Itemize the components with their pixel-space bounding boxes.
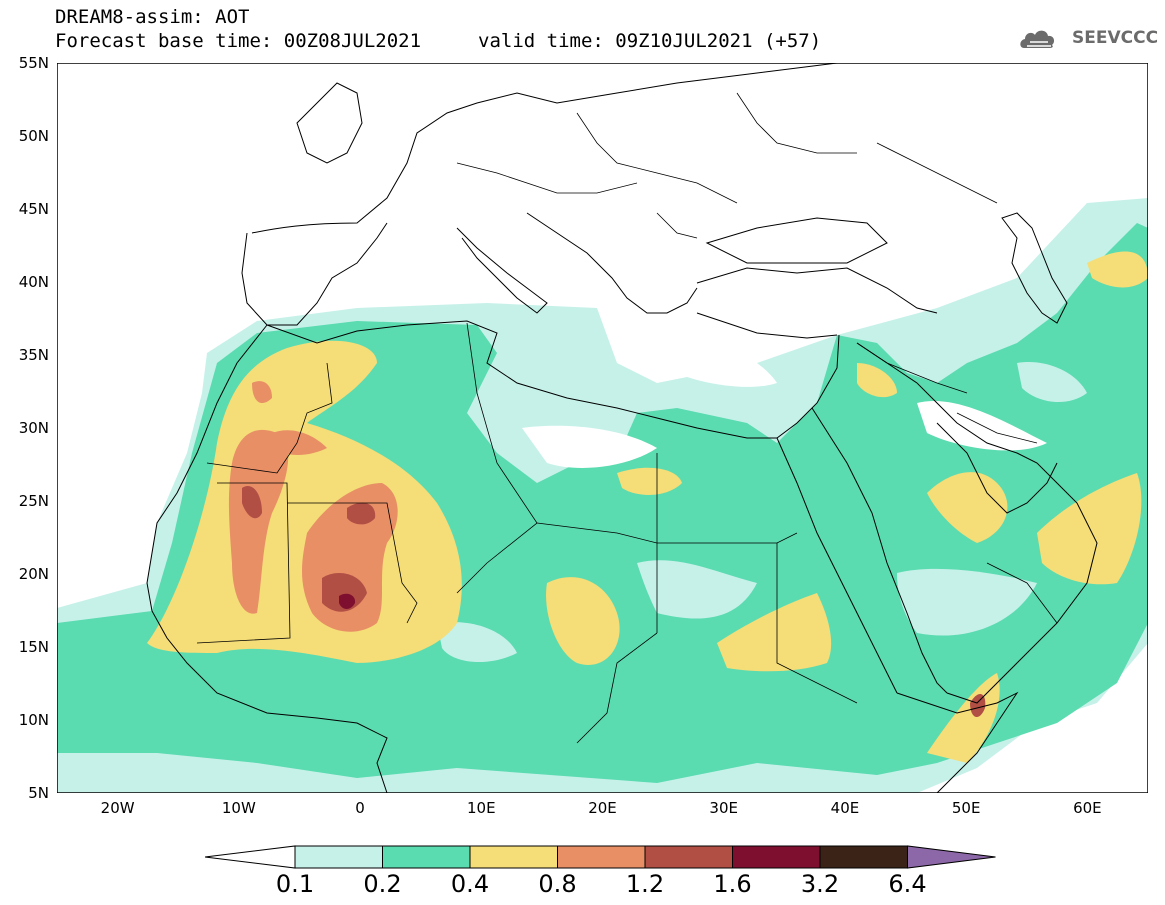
lon-label: 0 (355, 799, 365, 817)
lat-label: 20N (18, 565, 49, 583)
colorbar-cell (294, 845, 383, 869)
coastlines (146, 63, 1098, 793)
lat-label: 5N (28, 784, 49, 802)
colorbar-cell (644, 845, 733, 869)
lon-label: 10W (221, 799, 256, 817)
aot-map (57, 63, 1148, 793)
aot-band-0-4 (147, 251, 1148, 763)
colorbar-level-label: 3.2 (800, 870, 840, 898)
colorbar-cell (382, 845, 471, 869)
colorbar-level-label: 0.4 (450, 870, 490, 898)
lat-label: 35N (18, 346, 49, 364)
lat-label: 30N (18, 419, 49, 437)
lon-label: 30E (709, 799, 739, 817)
lat-label: 50N (18, 127, 49, 145)
colorbar-level-label: 0.2 (363, 870, 402, 898)
colorbar-level-label: 1.2 (625, 870, 665, 898)
borders (196, 92, 1058, 744)
colorbar-level-label: 1.6 (713, 870, 752, 898)
lon-label: 50E (951, 799, 981, 817)
colorbar-cell (907, 845, 996, 869)
colorbar-cell (557, 845, 646, 869)
lon-label: 20W (100, 799, 135, 817)
lat-label: 55N (18, 54, 49, 72)
lon-label: 10E (466, 799, 496, 817)
colorbar-cell (819, 845, 908, 869)
lon-label: 20E (588, 799, 617, 817)
lon-label: 60E (1073, 799, 1102, 817)
cloud-icon (1020, 30, 1055, 48)
lon-label: 40E (830, 799, 860, 817)
valid-time: valid time: 09Z10JUL2021 (+57) (478, 30, 822, 52)
lat-label: 25N (18, 492, 49, 510)
forecast-base-time: Forecast base time: 00Z08JUL2021 (55, 30, 422, 52)
colorbar-cell (205, 845, 296, 869)
lat-label: 40N (18, 273, 49, 291)
aot-band-1-2 (242, 485, 986, 718)
colorbar-level-label: 0.1 (275, 870, 315, 898)
colorbar-cell (469, 845, 558, 869)
logo-text: SEEVCCC (1072, 28, 1159, 48)
colorbar-cell (732, 845, 821, 869)
lat-label: 10N (18, 711, 49, 729)
aot-band-1-6 (339, 593, 356, 609)
lat-label: 45N (18, 200, 49, 218)
colorbar-level-label: 6.4 (888, 870, 927, 898)
colorbar-level-label: 0.8 (538, 870, 577, 898)
map-title: DREAM8-assim: AOT (55, 6, 250, 28)
colorbar (205, 845, 996, 869)
lat-label: 15N (18, 638, 49, 656)
